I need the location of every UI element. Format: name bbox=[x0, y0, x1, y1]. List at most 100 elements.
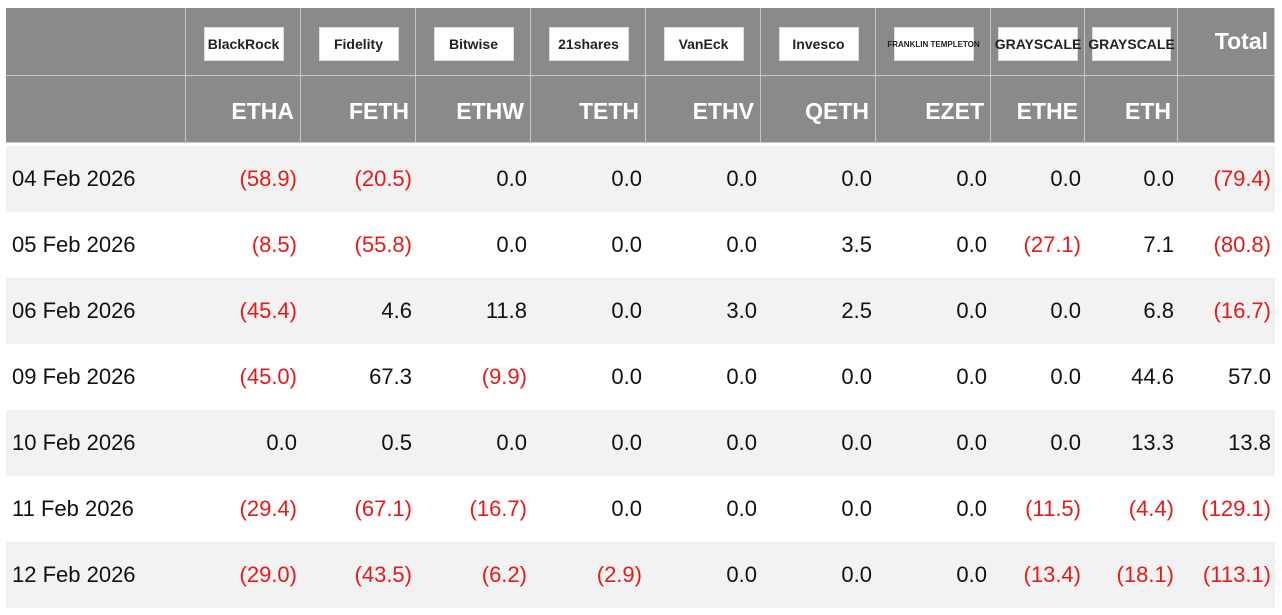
value: 0.0 bbox=[956, 562, 987, 587]
value: (8.5) bbox=[251, 232, 297, 257]
ticker: ETH bbox=[1085, 76, 1178, 143]
ticker: QETH bbox=[761, 76, 876, 143]
value: (20.5) bbox=[354, 166, 412, 191]
logo: FRANKLIN TEMPLETON bbox=[887, 27, 980, 61]
row-bg bbox=[6, 146, 1275, 212]
value: 0.0 bbox=[611, 166, 642, 191]
value: 0.0 bbox=[611, 364, 642, 389]
row-bg bbox=[6, 278, 1275, 344]
value: 4.6 bbox=[381, 298, 412, 323]
total-header: Total bbox=[1178, 8, 1275, 76]
value: 67.3 bbox=[369, 364, 412, 389]
ticker: FETH bbox=[301, 76, 416, 143]
logo: VanEck bbox=[663, 27, 744, 61]
value: (27.1) bbox=[1023, 232, 1081, 257]
date: 09 Feb 2026 bbox=[12, 364, 136, 389]
value: 0.5 bbox=[381, 430, 412, 455]
value: 0.0 bbox=[611, 232, 642, 257]
value: (16.7) bbox=[1213, 298, 1271, 323]
value: (29.0) bbox=[239, 562, 297, 587]
value: (67.1) bbox=[354, 496, 412, 521]
value: (9.9) bbox=[481, 364, 527, 389]
row-bg bbox=[6, 476, 1275, 542]
value: (45.4) bbox=[239, 298, 297, 323]
value: 0.0 bbox=[266, 430, 297, 455]
value: (16.7) bbox=[469, 496, 527, 521]
value: 0.0 bbox=[956, 298, 987, 323]
logo: Invesco bbox=[778, 27, 859, 61]
logo: 21shares bbox=[548, 27, 629, 61]
header-corner bbox=[6, 8, 186, 76]
row-bg bbox=[6, 212, 1275, 278]
value: (80.8) bbox=[1213, 232, 1271, 257]
value: 0.0 bbox=[1050, 430, 1081, 455]
value: (2.9) bbox=[596, 562, 642, 587]
value: 0.0 bbox=[956, 430, 987, 455]
ticker: ETHW bbox=[416, 76, 531, 143]
value: (55.8) bbox=[354, 232, 412, 257]
value: 0.0 bbox=[726, 562, 757, 587]
value: (18.1) bbox=[1116, 562, 1174, 587]
value: 3.5 bbox=[841, 232, 872, 257]
value: 0.0 bbox=[1143, 166, 1174, 191]
value: 0.0 bbox=[496, 430, 527, 455]
value: (6.2) bbox=[481, 562, 527, 587]
value: 6.8 bbox=[1143, 298, 1174, 323]
logo: GRAYSCALE bbox=[995, 27, 1081, 61]
value: 0.0 bbox=[611, 430, 642, 455]
value: (4.4) bbox=[1128, 496, 1174, 521]
value: 0.0 bbox=[496, 166, 527, 191]
logo: Bitwise bbox=[433, 27, 514, 61]
date: 06 Feb 2026 bbox=[12, 298, 136, 323]
value: 0.0 bbox=[956, 232, 987, 257]
value: (58.9) bbox=[239, 166, 297, 191]
value: (113.1) bbox=[1202, 562, 1271, 587]
logo: BlackRock bbox=[203, 27, 284, 61]
value: 13.8 bbox=[1228, 430, 1271, 455]
value: 0.0 bbox=[1050, 298, 1081, 323]
date: 05 Feb 2026 bbox=[12, 232, 136, 257]
value: 7.1 bbox=[1143, 232, 1174, 257]
value: 0.0 bbox=[726, 364, 757, 389]
ticker: ETHE bbox=[991, 76, 1085, 143]
value: 2.5 bbox=[841, 298, 872, 323]
value: (79.4) bbox=[1213, 166, 1271, 191]
value: (11.5) bbox=[1025, 496, 1081, 521]
ticker: ETHV bbox=[646, 76, 761, 143]
value: 0.0 bbox=[726, 166, 757, 191]
ticker: EZET bbox=[876, 76, 991, 143]
value: 0.0 bbox=[956, 364, 987, 389]
value: 0.0 bbox=[841, 496, 872, 521]
ticker: TETH bbox=[531, 76, 646, 143]
ticker: ETHA bbox=[186, 76, 301, 143]
header-cell bbox=[1178, 76, 1275, 143]
value: 57.0 bbox=[1228, 364, 1271, 389]
logo: Fidelity bbox=[318, 27, 399, 61]
value: 0.0 bbox=[496, 232, 527, 257]
value: 0.0 bbox=[841, 364, 872, 389]
value: (45.0) bbox=[239, 364, 297, 389]
date: 11 Feb 2026 bbox=[12, 496, 134, 521]
date: 12 Feb 2026 bbox=[12, 562, 136, 587]
value: (13.4) bbox=[1023, 562, 1081, 587]
header-corner bbox=[6, 76, 186, 143]
value: 0.0 bbox=[956, 496, 987, 521]
value: 0.0 bbox=[1050, 364, 1081, 389]
value: 0.0 bbox=[726, 232, 757, 257]
date: 10 Feb 2026 bbox=[12, 430, 136, 455]
value: 0.0 bbox=[841, 430, 872, 455]
value: 13.3 bbox=[1131, 430, 1174, 455]
value: (129.1) bbox=[1201, 496, 1271, 521]
row-bg bbox=[6, 542, 1275, 608]
value: 0.0 bbox=[611, 298, 642, 323]
value: 11.8 bbox=[485, 298, 527, 323]
row-bg bbox=[6, 410, 1275, 476]
value: 0.0 bbox=[956, 166, 987, 191]
value: 0.0 bbox=[726, 430, 757, 455]
row-bg bbox=[6, 344, 1275, 410]
value: 0.0 bbox=[1050, 166, 1081, 191]
value: 0.0 bbox=[841, 166, 872, 191]
value: 0.0 bbox=[611, 496, 642, 521]
logo: GRAYSCALE bbox=[1088, 27, 1175, 61]
